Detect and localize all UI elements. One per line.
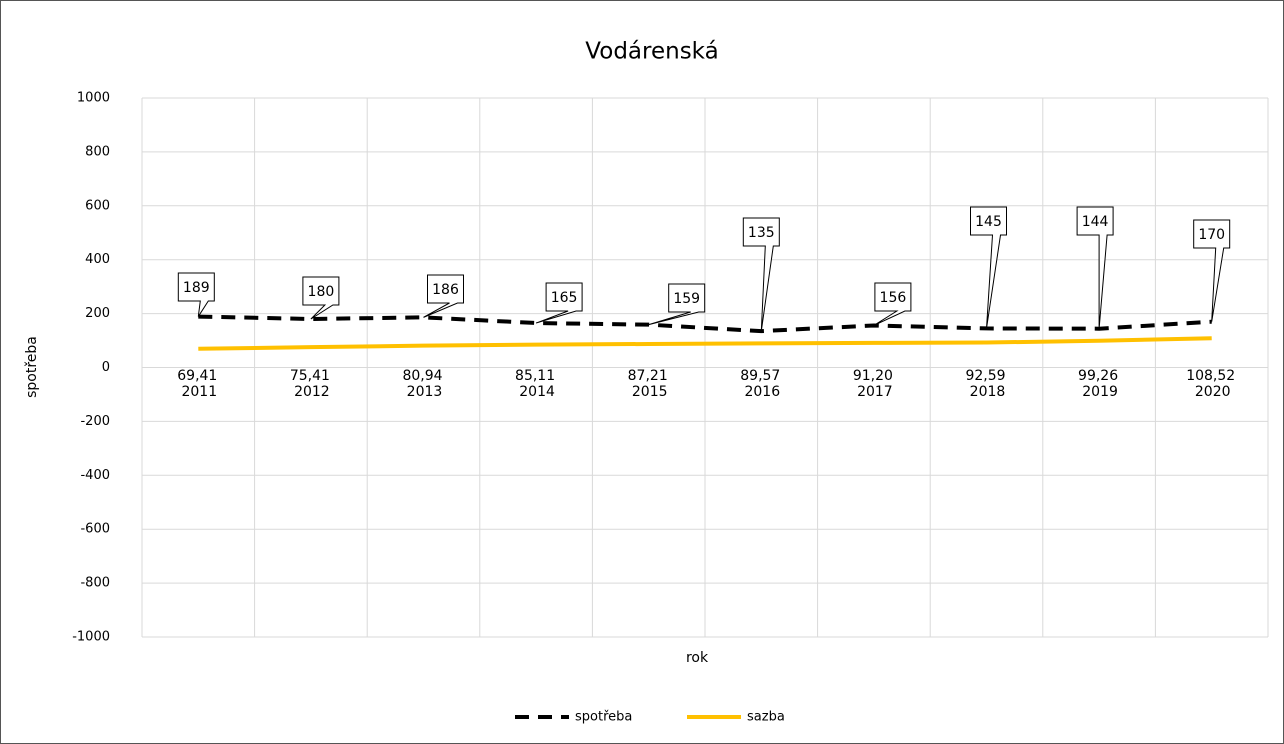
data-label: 144 (1082, 214, 1109, 230)
x-tick-label: 2018 (970, 384, 1006, 400)
data-label: 85,11 (515, 368, 555, 384)
y-tick-label: -1000 (72, 630, 110, 645)
y-tick-label: 1000 (77, 91, 110, 106)
callout (873, 282, 912, 326)
data-label: 159 (673, 291, 700, 307)
callout (177, 272, 215, 317)
data-label: 145 (975, 214, 1002, 230)
data-label: 87,21 (628, 368, 668, 384)
data-label: 156 (880, 290, 907, 306)
x-tick-label: 2019 (1082, 384, 1118, 400)
data-label: 135 (748, 225, 775, 241)
y-axis-title: spotřeba (24, 336, 40, 398)
x-tick-label: 2012 (294, 384, 330, 400)
data-label: 80,94 (402, 368, 442, 384)
callout (423, 274, 464, 318)
callout (302, 276, 340, 320)
data-label: 189 (183, 280, 210, 296)
data-label: 75,41 (290, 368, 330, 384)
data-label: 69,41 (177, 368, 217, 384)
legend-label: sazba (747, 710, 785, 725)
callout (535, 282, 583, 324)
series-line (198, 314, 1212, 334)
y-tick-label: 800 (85, 144, 110, 159)
x-tick-label: 2016 (744, 384, 780, 400)
data-label: 170 (1198, 227, 1225, 243)
y-tick-label: -400 (80, 468, 110, 483)
x-tick-label: 2015 (632, 384, 668, 400)
callout (648, 283, 706, 326)
x-tick-label: 2020 (1195, 384, 1231, 400)
x-tick-label: 2014 (519, 384, 555, 400)
data-label: 108,52 (1186, 368, 1235, 384)
x-tick-label: 2017 (857, 384, 893, 400)
y-tick-label: -600 (80, 522, 110, 537)
data-label: 92,59 (965, 368, 1005, 384)
data-label: 89,57 (740, 368, 780, 384)
data-label: 165 (551, 290, 578, 306)
y-tick-label: -800 (80, 576, 110, 591)
chart-title: Vodárenská (585, 39, 718, 65)
legend-label: spotřeba (575, 710, 632, 725)
x-tick-label: 2011 (181, 384, 217, 400)
y-tick-label: 400 (85, 252, 110, 267)
y-tick-label: 0 (102, 360, 110, 375)
data-label: 186 (432, 282, 459, 298)
callout (1076, 206, 1114, 329)
x-axis-title: rok (686, 650, 709, 666)
data-label: 91,20 (853, 368, 893, 384)
callout (742, 217, 780, 332)
data-label: 180 (308, 284, 335, 300)
y-tick-label: -200 (80, 414, 110, 429)
callout (970, 206, 1007, 329)
y-tick-label: 200 (85, 306, 110, 321)
y-tick-label: 600 (85, 198, 110, 213)
x-tick-label: 2013 (407, 384, 443, 400)
data-label: 99,26 (1078, 368, 1118, 384)
callout (1193, 219, 1231, 322)
series-line (198, 336, 1212, 351)
